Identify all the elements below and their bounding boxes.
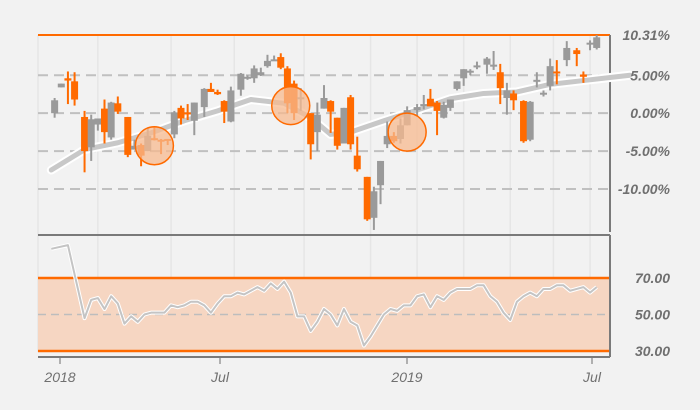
candle-up[interactable] [546, 66, 554, 86]
candle-down[interactable] [573, 50, 581, 55]
highlight-circle[interactable] [387, 112, 427, 152]
candle-down[interactable] [64, 78, 72, 81]
oscillator-y-tick-label: 30.00 [635, 343, 670, 359]
y-tick-label: 10.31% [623, 27, 671, 43]
candle-down[interactable] [177, 107, 185, 119]
candle-up[interactable] [270, 59, 278, 62]
candle-up[interactable] [340, 107, 348, 144]
candle-down[interactable] [184, 112, 192, 115]
oscillator-y-tick-label: 50.00 [635, 307, 670, 323]
candle-up[interactable] [130, 145, 138, 150]
candle-up[interactable] [320, 98, 328, 109]
candle-up[interactable] [313, 114, 321, 133]
candle-up[interactable] [370, 191, 378, 218]
y-tick-label: -10.00% [618, 181, 671, 197]
candle-up[interactable] [87, 119, 95, 148]
candle-up[interactable] [257, 72, 265, 76]
candle-down[interactable] [220, 101, 228, 112]
x-tick-label: 2019 [390, 369, 422, 385]
candle-up[interactable] [460, 69, 468, 79]
candle-down[interactable] [124, 116, 132, 155]
candle-down[interactable] [353, 155, 361, 170]
candle-up[interactable] [533, 79, 541, 82]
candle-down[interactable] [510, 93, 518, 101]
candle-down[interactable] [214, 91, 222, 95]
candle-up[interactable] [563, 47, 571, 61]
candle-down[interactable] [101, 108, 109, 133]
candle-down[interactable] [81, 116, 89, 152]
candle-up[interactable] [586, 42, 594, 45]
candle-up[interactable] [466, 70, 474, 73]
candle-up[interactable] [526, 101, 534, 140]
candle-down[interactable] [71, 81, 79, 100]
x-tick-label: Jul [210, 369, 230, 385]
candle-up[interactable] [490, 64, 498, 67]
candle-down[interactable] [363, 176, 371, 220]
candle-up[interactable] [503, 90, 511, 99]
y-tick-label: 5.00% [630, 67, 670, 83]
candle-down[interactable] [579, 74, 587, 77]
candle-up[interactable] [377, 160, 385, 186]
candle-up[interactable] [446, 99, 454, 108]
candle-up[interactable] [420, 104, 428, 107]
candle-down[interactable] [496, 72, 504, 89]
candle-down[interactable] [347, 97, 355, 145]
candle-down[interactable] [333, 117, 341, 146]
candle-up[interactable] [51, 100, 59, 114]
x-tick-label: Jul [582, 369, 602, 385]
candle-down[interactable] [327, 101, 335, 112]
candle-up[interactable] [94, 118, 102, 125]
oscillator-y-tick-label: 70.00 [635, 270, 670, 286]
candle-down[interactable] [520, 101, 528, 142]
candle-up[interactable] [244, 76, 252, 79]
candle-up[interactable] [383, 135, 391, 145]
y-tick-label: 0.00% [630, 105, 670, 121]
candle-up[interactable] [413, 107, 421, 111]
oscillator-line [51, 244, 598, 347]
candle-up[interactable] [190, 102, 198, 121]
candle-down[interactable] [433, 102, 441, 111]
y-tick-label: -5.00% [626, 143, 671, 159]
candle-up[interactable] [539, 92, 547, 95]
candle-up[interactable] [473, 65, 481, 68]
candle-up[interactable] [263, 60, 271, 67]
candle-down[interactable] [553, 71, 561, 74]
x-tick-label: 2018 [43, 369, 75, 385]
candle-up[interactable] [483, 58, 491, 65]
candle-up[interactable] [107, 102, 115, 138]
candle-down[interactable] [426, 98, 434, 107]
candle-up[interactable] [237, 73, 245, 90]
candle-down[interactable] [307, 113, 315, 145]
candle-down[interactable] [114, 103, 122, 112]
candle-up[interactable] [453, 81, 461, 89]
highlight-circle[interactable] [134, 126, 175, 166]
candle-down[interactable] [283, 68, 291, 104]
candle-up[interactable] [440, 104, 448, 118]
candle-up[interactable] [170, 112, 178, 135]
candle-down[interactable] [207, 88, 215, 92]
candle-up[interactable] [250, 68, 258, 79]
candle-down[interactable] [277, 57, 285, 68]
candle-up[interactable] [227, 90, 235, 122]
candle-up[interactable] [593, 37, 601, 48]
candle-up[interactable] [200, 88, 208, 108]
candle-up[interactable] [57, 83, 65, 88]
highlight-circle[interactable] [270, 85, 311, 126]
